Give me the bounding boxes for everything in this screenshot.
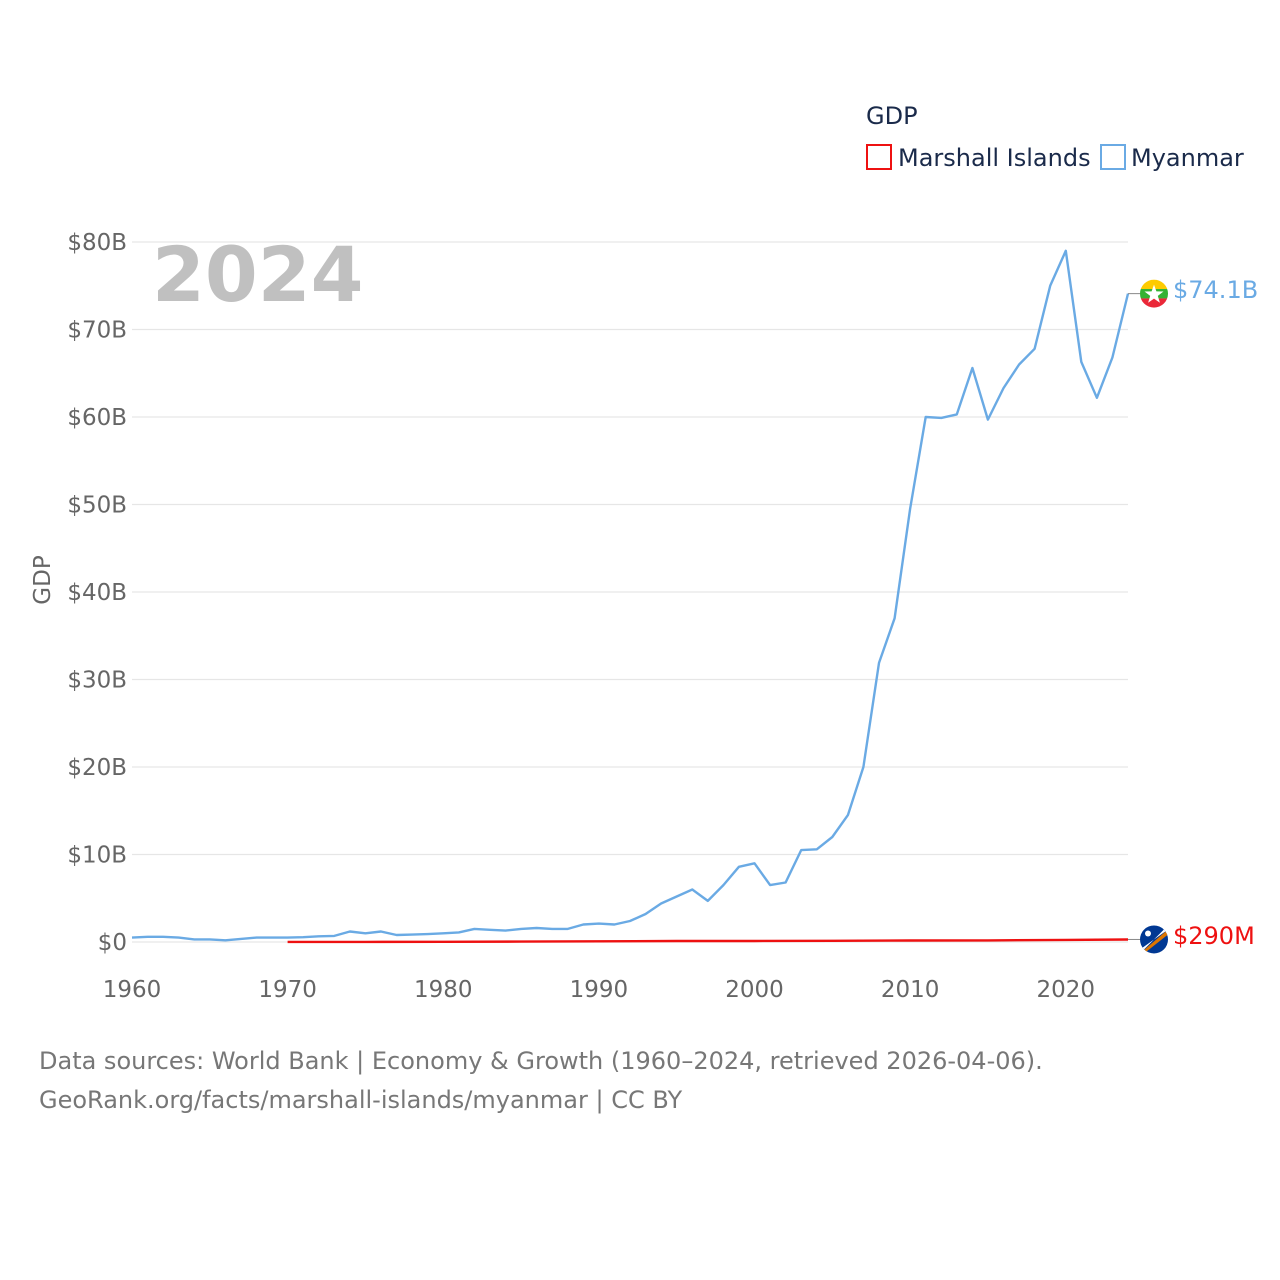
legend-item-marshall-islands[interactable]: Marshall Islands: [866, 144, 1091, 172]
year-watermark: 2024: [152, 230, 364, 319]
x-tick-label: 1960: [103, 977, 162, 1003]
footer-sources: Data sources: World Bank | Economy & Gro…: [39, 1047, 1043, 1075]
end-value-label-marshall-islands: $290M: [1173, 922, 1255, 950]
y-tick-label: $40B: [67, 580, 127, 606]
x-tick-label: 2020: [1036, 977, 1095, 1003]
y-tick-label: $50B: [67, 493, 127, 519]
x-axis-ticks: 1960 1970 1980 1990 2000 2010 2020: [103, 977, 1095, 1003]
legend: GDP Marshall Islands Myanmar: [866, 102, 1244, 172]
y-tick-label: $20B: [67, 755, 127, 781]
y-tick-label: $70B: [67, 318, 127, 344]
myanmar-flag-icon: [1140, 279, 1168, 308]
x-tick-label: 2000: [725, 977, 784, 1003]
end-markers: $290M $74.1B: [1128, 276, 1258, 954]
y-tick-label: $10B: [67, 843, 127, 869]
x-tick-label: 1970: [258, 977, 317, 1003]
legend-swatch-myanmar: [1100, 144, 1126, 170]
legend-label-myanmar: Myanmar: [1131, 144, 1244, 172]
y-tick-label: $30B: [67, 668, 127, 694]
legend-item-myanmar[interactable]: Myanmar: [1100, 144, 1244, 172]
legend-title: GDP: [866, 102, 918, 130]
gridlines: [132, 241, 1128, 943]
end-value-label-myanmar: $74.1B: [1173, 276, 1258, 304]
x-tick-label: 2010: [881, 977, 940, 1003]
series-line-myanmar: [131, 249, 1130, 942]
series-lines: [131, 249, 1130, 944]
legend-swatch-marshall-islands: [866, 144, 892, 170]
y-tick-label: $80B: [67, 230, 127, 256]
footer-credit-link[interactable]: GeoRank.org/facts/marshall-islands/myanm…: [39, 1086, 682, 1114]
y-axis-label: GDP: [30, 555, 56, 605]
series-line-marshall-islands: [287, 938, 1129, 944]
y-tick-label: $0: [98, 930, 127, 956]
legend-label-marshall-islands: Marshall Islands: [898, 144, 1091, 172]
x-tick-label: 1980: [414, 977, 473, 1003]
marshall-islands-flag-icon: [1140, 925, 1168, 954]
x-tick-label: 1990: [570, 977, 629, 1003]
y-axis-ticks: $0 $10B $20B $30B $40B $50B $60B $70B $80B: [67, 230, 127, 956]
y-tick-label: $60B: [67, 405, 127, 431]
